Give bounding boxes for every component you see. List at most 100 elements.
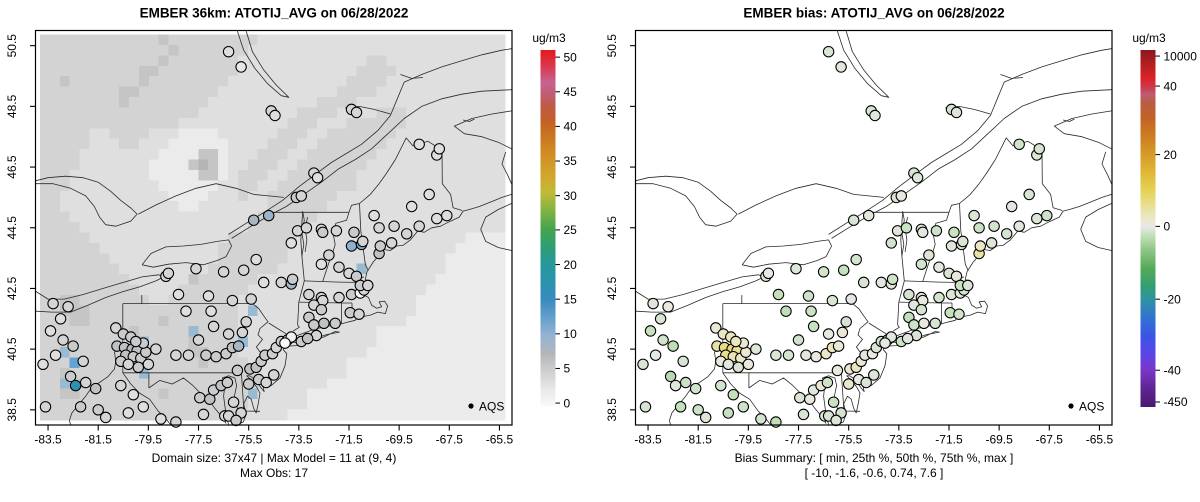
raster-cell [208,357,219,369]
raster-cell [267,65,278,77]
raster-cell [326,367,338,379]
site-marker [727,388,740,401]
raster-cell [119,274,130,285]
raster-cell [89,97,100,108]
raster-cell [168,149,179,160]
raster-cell [237,117,249,129]
raster-cell [198,211,209,223]
raster-cell [119,201,130,212]
raster-cell [218,97,229,108]
raster-cell [386,315,397,327]
raster-cell [188,315,199,327]
raster-cell [99,315,110,327]
raster-cell [346,190,357,202]
raster-cell [208,242,219,254]
raster-cell [257,149,268,160]
raster-cell [79,326,90,337]
raster-cell [445,253,456,265]
raster-cell [307,336,318,348]
raster-cell [79,128,90,139]
raster-cell [267,399,278,410]
raster-cell [99,107,110,119]
raster-cell [237,159,249,171]
raster-cell [69,409,80,421]
site-marker [39,401,52,413]
site-marker [790,262,802,275]
raster-cell [406,97,417,108]
site-marker [222,328,235,340]
raster-cell [445,347,456,358]
raster-cell [158,305,169,317]
raster-cell [317,34,328,46]
raster-cell [247,409,258,421]
site-marker [62,300,74,313]
raster-cell [99,399,110,410]
raster-cell [188,388,199,400]
raster-cell [366,34,377,46]
raster-cell [168,222,179,233]
raster-cell [168,55,179,67]
raster-cell [148,253,160,265]
raster-cell [257,305,268,317]
raster-cell [198,159,209,171]
raster-cell [455,55,466,67]
raster-cell [178,117,189,129]
raster-cell [59,128,70,139]
raster-cell [376,86,387,98]
site-marker [318,317,330,330]
raster-cell [406,159,417,171]
raster-cell [158,180,169,192]
raster-cell [277,211,288,223]
raster-cell [198,367,209,379]
site-marker [817,266,830,278]
raster-cell [237,169,249,181]
raster-cell [485,284,496,296]
raster-cell [158,357,169,369]
raster-cell [267,117,278,129]
raster-cell [257,138,268,150]
x-axis: -83.5 -81.5 -79.5 -77.5 -75.5 -73.5 -71.5 -69.5… [34,425,513,447]
raster-cell [129,232,140,244]
raster-cell [475,378,486,390]
raster-cell [287,65,298,77]
site-marker [130,335,142,348]
aqs-legend-label: AQS [1079,400,1104,414]
raster-cell [49,315,61,327]
raster-cell [188,211,199,223]
raster-cell [455,399,466,410]
raster-cell [188,326,199,337]
raster-cell [99,263,110,275]
raster-cell [257,232,268,244]
raster-cell [208,169,219,181]
raster-cell [475,44,486,56]
raster-cell [69,253,80,265]
raster-cell [119,55,130,67]
raster-cell [317,117,328,129]
raster-cell [138,190,150,202]
raster-cell [346,357,357,369]
raster-cell [49,190,61,202]
raster-cell [376,149,387,160]
raster-cell [257,409,268,421]
raster-cell [247,107,258,119]
raster-cell [366,367,377,379]
x-tick-label: -73.5 [285,433,313,447]
raster-cell [415,211,427,223]
raster-cell [247,315,258,327]
raster-cell [346,211,357,223]
raster-cell [109,315,120,327]
x-tick-label: -71.5 [335,433,363,447]
raster-cell [396,55,407,67]
raster-cell [237,44,249,56]
raster-cell [366,253,377,265]
raster-cell [376,399,387,410]
site-marker [1033,143,1046,155]
raster-cell [40,222,51,233]
raster-cell [336,242,347,254]
raster-cell [475,190,486,202]
raster-cell [89,222,100,233]
raster-cell [366,409,377,421]
raster-cell [287,284,298,296]
site-marker [797,408,810,421]
map-outline [480,203,512,251]
